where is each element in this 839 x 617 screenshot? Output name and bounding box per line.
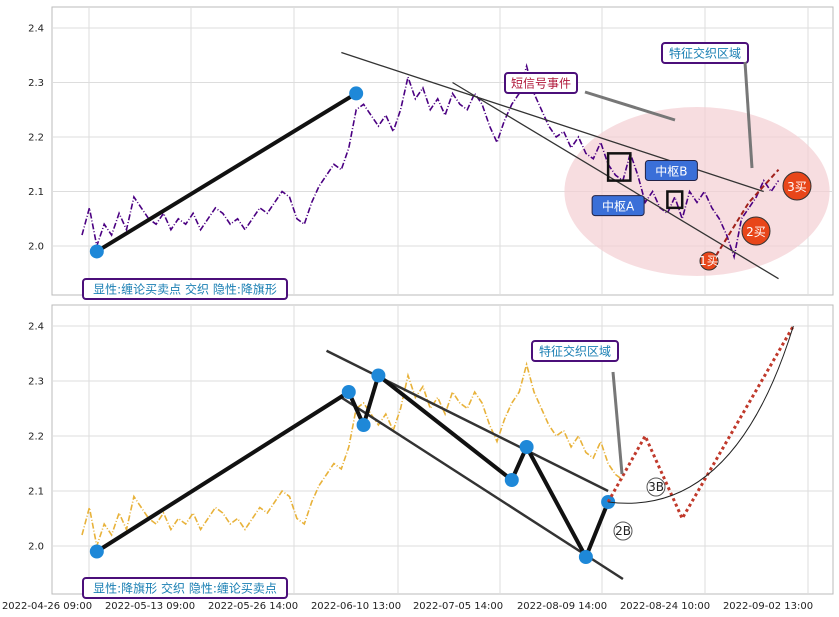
y-tick-label: 2.3 (28, 377, 44, 388)
buy2-point (741, 216, 771, 246)
buy2-label: 2买 (746, 225, 766, 239)
y-tick-label: 2.2 (28, 133, 44, 144)
buy1-point (699, 251, 719, 271)
price-line (81, 361, 624, 550)
stroke-node (356, 418, 371, 432)
channel-line (340, 396, 624, 581)
y-tick-label: 2.4 (28, 322, 44, 333)
stroke-node (349, 86, 364, 101)
stroke-node (578, 550, 593, 564)
x-tick-label: 2022-09-02 13:00 (723, 601, 813, 612)
buy1-label: 1买 (699, 254, 719, 268)
bi-stroke (95, 91, 358, 254)
x-tick-label: 2022-08-24 10:00 (620, 601, 710, 612)
x-tick-label: 2022-04-26 09:00 (2, 601, 92, 612)
legend-label: 显性:缠论买卖点 交织 隐性:降旗形 (93, 282, 277, 297)
event-label: 短信号事件 (511, 77, 571, 91)
zone-label-box (661, 42, 749, 64)
stroke-node (89, 544, 104, 559)
y-tick-label: 2.0 (28, 542, 44, 553)
b2-point (613, 521, 633, 541)
y-tick-label: 2.0 (28, 242, 44, 253)
zhongshu-box (606, 152, 632, 182)
zhongshu-box (666, 190, 684, 210)
event-arrow (584, 90, 676, 122)
y-tick-label: 2.3 (28, 78, 44, 89)
legend-label-box (82, 278, 288, 300)
y-tick-label: 2.1 (28, 187, 44, 198)
x-tick-label: 2022-05-26 14:00 (208, 601, 298, 612)
future-stroke (710, 169, 780, 263)
zhongshu-label: 中枢B (655, 164, 687, 179)
b2-label: 2B (615, 524, 631, 538)
buy3-point (782, 171, 812, 201)
bottom-panel: 2.0 2.1 2.2 2.3 2.4 特征交织区域 2B 3B 显性:降旗形 交织 隐性:缠论… (28, 304, 834, 599)
x-tick-label: 2022-05-13 09:00 (105, 601, 195, 612)
zone-arrow (743, 61, 754, 169)
b3-label: 3B (648, 480, 664, 494)
x-tick-label: 2022-06-10 13:00 (311, 601, 401, 612)
future-path (606, 325, 795, 522)
y-tick-label: 2.1 (28, 487, 44, 498)
x-axis: 2022-04-26 09:00 2022-05-13 09:00 2022-05-… (2, 601, 813, 612)
event-label-box (504, 72, 578, 94)
legend-label: 显性:降旗形 交织 隐性:缠论买卖点 (93, 581, 277, 596)
y-tick-label: 2.4 (28, 24, 44, 35)
stroke-node (341, 385, 356, 399)
stroke-node (371, 368, 386, 383)
b3-point (646, 477, 666, 497)
zone-label-box (531, 340, 619, 362)
zone-label: 特征交织区域 (669, 46, 741, 61)
zhongshu-label: 中枢A (602, 199, 635, 214)
stroke-node (519, 440, 534, 454)
zone-label: 特征交织区域 (539, 344, 611, 359)
zone-arrow (611, 371, 624, 475)
buy3-label: 3买 (787, 180, 807, 194)
plot-area (51, 304, 834, 595)
price-line (81, 63, 780, 261)
legend-label-box (82, 577, 288, 599)
zhongshu-label-box (644, 160, 698, 181)
zhongshu-label-box (591, 195, 645, 217)
projection-arc (608, 325, 794, 504)
x-tick-label: 2022-07-05 14:00 (413, 601, 503, 612)
y-tick-label: 2.2 (28, 432, 44, 443)
x-tick-label: 2022-08-09 14:00 (517, 601, 607, 612)
stroke-node (504, 473, 519, 487)
stroke-node (89, 244, 104, 259)
